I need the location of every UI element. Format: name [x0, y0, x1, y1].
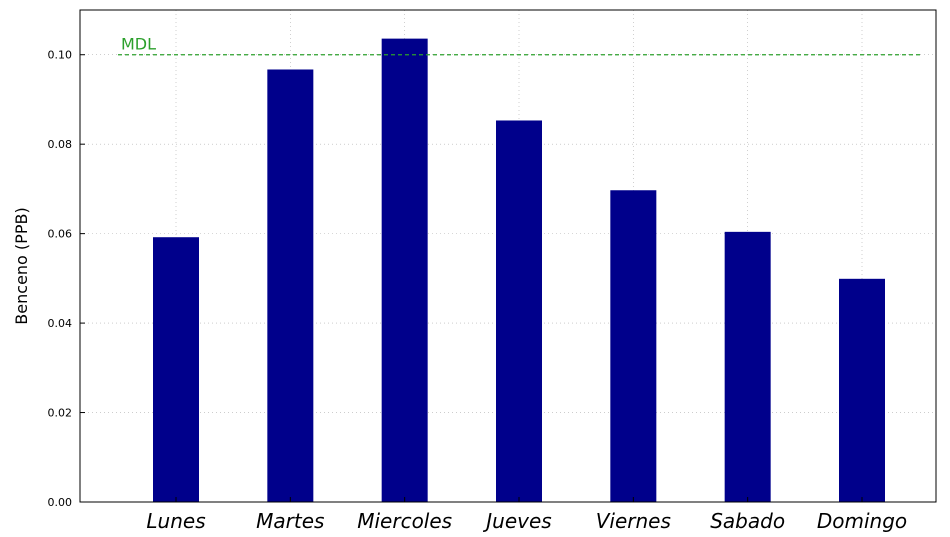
y-tick-label: 0.10: [48, 49, 73, 62]
bar-jueves: [496, 120, 542, 502]
x-category-labels: Lunes Martes Miercoles Jueves Viernes Sabado D…: [146, 497, 907, 533]
bars: [153, 38, 885, 502]
x-category-label: Domingo: [817, 509, 907, 532]
reference-line-group: MDL: [118, 35, 920, 56]
x-category-label: Miercoles: [357, 509, 452, 532]
x-category-label: Sabado: [710, 509, 785, 532]
bar-viernes: [610, 190, 657, 502]
y-tick-label: 0.08: [48, 138, 73, 151]
x-category-label: Jueves: [482, 509, 551, 532]
plot-frame: [79, 9, 937, 503]
y-tick-label: 0.02: [48, 407, 73, 420]
bar-miercoles: [381, 38, 428, 502]
bar-domingo: [839, 278, 885, 502]
x-category-label: Viernes: [596, 509, 671, 532]
bar-martes: [267, 69, 314, 502]
y-ticks: 0.00 0.02 0.04 0.06 0.08 0.10: [48, 49, 85, 509]
y-tick-label: 0.00: [48, 496, 73, 509]
y-axis-label: Benceno (PPB): [12, 207, 31, 324]
mdl-label: MDL: [121, 35, 156, 54]
y-tick-label: 0.04: [48, 317, 73, 330]
x-category-label: Lunes: [146, 509, 205, 532]
bar-lunes: [153, 237, 199, 502]
bar-sabado: [724, 231, 771, 502]
y-tick-label: 0.06: [48, 228, 73, 241]
x-category-label: Martes: [256, 509, 324, 532]
